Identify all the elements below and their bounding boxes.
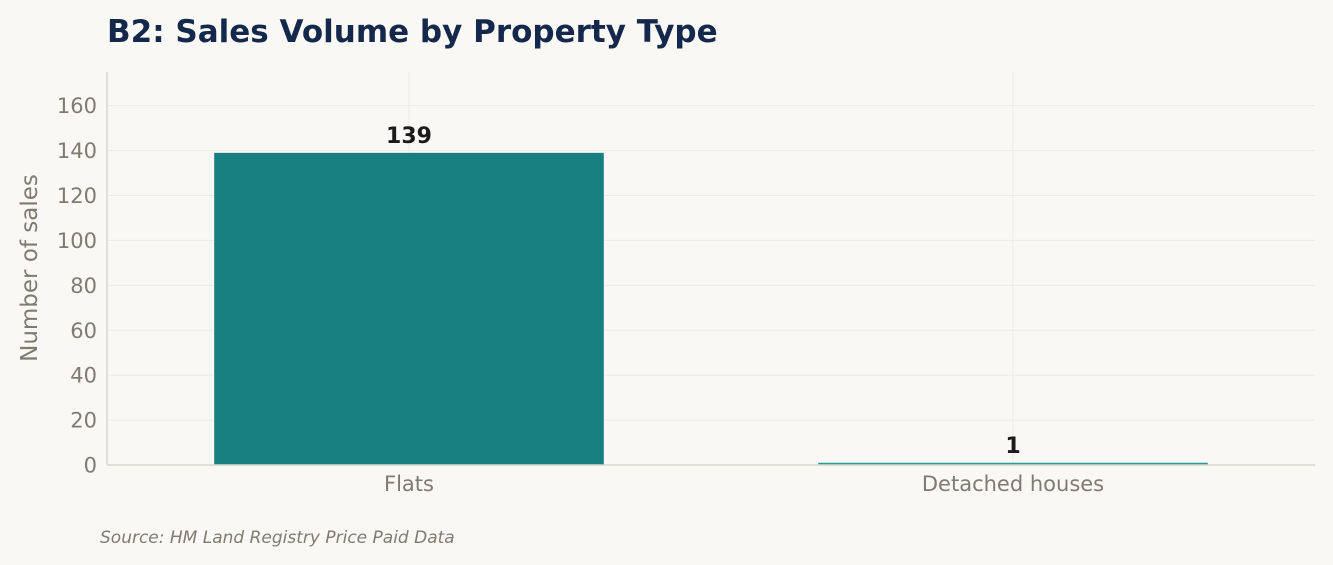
x-tick-label: Detached houses [922, 472, 1104, 496]
chart-title: B2: Sales Volume by Property Type [107, 14, 718, 50]
y-tick-label: 40 [70, 364, 97, 388]
bar [214, 152, 604, 466]
y-tick-label: 60 [70, 319, 97, 343]
y-tick-label: 120 [57, 184, 97, 208]
bars [214, 152, 1208, 466]
bar-value-label: 139 [386, 124, 432, 149]
y-tick-label: 160 [57, 94, 97, 118]
y-tick-label: 100 [57, 229, 97, 253]
bar-value-label: 1 [1005, 434, 1020, 459]
bar [818, 462, 1208, 465]
x-axis-ticks: Flats Detached houses [384, 472, 1104, 496]
source-note: Source: HM Land Registry Price Paid Data [100, 528, 455, 548]
y-axis-label: Number of sales [17, 174, 43, 362]
y-tick-label: 0 [84, 454, 97, 478]
y-tick-label: 20 [70, 409, 97, 433]
y-tick-label: 140 [57, 139, 97, 163]
y-tick-label: 80 [70, 274, 97, 298]
data-labels: 139 1 [386, 124, 1021, 459]
y-axis-ticks: 0 20 40 60 80 100 120 140 160 [57, 94, 97, 477]
x-tick-label: Flats [384, 472, 434, 496]
